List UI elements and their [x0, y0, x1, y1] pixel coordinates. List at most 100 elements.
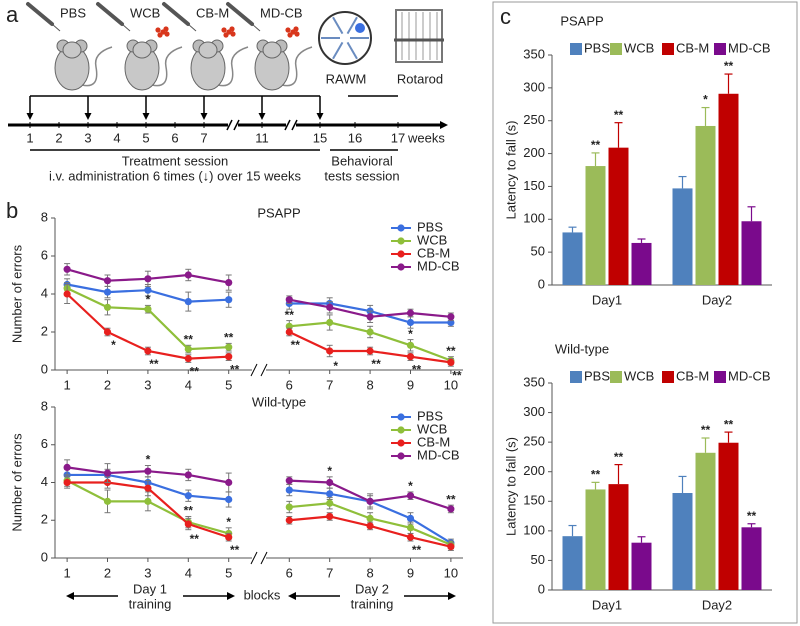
- axis-break: [260, 363, 268, 377]
- data-point: [103, 328, 112, 336]
- cell-dot: [155, 27, 161, 33]
- data-point: [225, 296, 233, 304]
- footer-arrowhead: [448, 592, 456, 600]
- data-point: [144, 305, 152, 313]
- y-tick-label: 350: [523, 374, 545, 389]
- data-point: [63, 478, 71, 487]
- legend-label: CB-M: [676, 40, 709, 55]
- data-point: [63, 290, 71, 298]
- bar: [608, 484, 629, 590]
- significance: **: [412, 363, 422, 377]
- y-tick-label: 300: [523, 404, 545, 419]
- data-point: [184, 298, 192, 306]
- significance: **: [230, 363, 240, 377]
- y-tick-label: 0: [41, 549, 48, 564]
- significance: *: [111, 338, 116, 352]
- footer-arrowhead: [66, 592, 74, 600]
- data-point: [144, 497, 152, 505]
- y-tick-label: 2: [41, 512, 48, 527]
- cell-dot: [285, 27, 291, 33]
- y-tick-label: 8: [41, 209, 48, 224]
- y-tick-label: 250: [523, 434, 545, 449]
- significance: *: [333, 359, 338, 373]
- data-point: [285, 328, 293, 336]
- y-tick-label: 8: [41, 398, 48, 413]
- data-point: [406, 353, 415, 361]
- data-point: [366, 497, 374, 505]
- data-point: [63, 463, 71, 471]
- injection-arrowhead: [26, 113, 34, 120]
- data-point: [406, 533, 415, 541]
- data-point: [447, 543, 455, 551]
- significance: **: [614, 450, 624, 464]
- mouse-head: [132, 41, 152, 59]
- legend-label: PBS: [584, 40, 610, 55]
- data-point: [285, 516, 293, 524]
- y-axis-label: Latency to fall (s): [503, 437, 518, 536]
- timeline-label: 11: [255, 130, 269, 145]
- footer-arrowhead: [288, 592, 296, 600]
- significance: **: [190, 365, 200, 379]
- timeline-label: 6: [171, 130, 178, 145]
- significance: *: [226, 515, 231, 529]
- timeline-label: 3: [84, 130, 91, 145]
- legend-marker: [397, 452, 405, 460]
- y-tick-label: 200: [523, 463, 545, 478]
- significance: **: [701, 423, 711, 437]
- x-tick-label: 8: [366, 565, 373, 580]
- axis-break: [233, 119, 240, 131]
- significance: **: [291, 338, 301, 352]
- data-point: [285, 486, 293, 494]
- cell-dot: [230, 31, 236, 37]
- cell-dot: [163, 26, 169, 32]
- chart-title: Wild-type: [555, 341, 609, 356]
- axis-break: [250, 363, 258, 377]
- significance: **: [446, 492, 456, 506]
- axis-break: [226, 119, 233, 131]
- legend-label: PBS: [584, 368, 610, 383]
- bar: [631, 542, 652, 590]
- y-tick-label: 6: [41, 436, 48, 451]
- treatment-label: WCB: [130, 5, 160, 20]
- significance: *: [408, 327, 413, 341]
- panel-label: b: [6, 198, 18, 223]
- treatment-label: MD-CB: [260, 5, 303, 20]
- significance: **: [747, 509, 757, 523]
- chart-title: Wild-type: [252, 394, 306, 409]
- x-tick-label: 6: [286, 377, 293, 392]
- axis-break: [291, 119, 298, 131]
- significance: **: [724, 59, 734, 73]
- mouse-tail: [281, 46, 313, 87]
- mouse-tail: [151, 46, 183, 87]
- x-tick-label: 4: [185, 565, 192, 580]
- y-axis-label: Number of errors: [9, 244, 24, 343]
- data-point: [144, 347, 152, 355]
- y-tick-label: 6: [41, 247, 48, 262]
- x-tick-label: 7: [326, 377, 333, 392]
- data-point: [184, 492, 192, 500]
- rawm-arm: [346, 16, 358, 35]
- data-point: [326, 318, 334, 327]
- treatment-label: CB-M: [196, 5, 229, 20]
- cell-dot: [221, 27, 227, 33]
- data-point: [447, 505, 455, 513]
- significance: **: [371, 357, 381, 371]
- data-point: [366, 328, 374, 336]
- timeline-label: 17: [391, 130, 405, 145]
- data-point: [447, 313, 455, 321]
- cell-dot: [229, 26, 235, 32]
- legend-marker: [397, 263, 405, 271]
- data-point: [184, 471, 192, 479]
- footer-arrowhead: [227, 592, 235, 600]
- legend-marker: [397, 426, 405, 434]
- data-point: [326, 512, 334, 521]
- rawm-arm: [332, 16, 344, 35]
- legend-label: MD-CB: [728, 40, 771, 55]
- data-point: [225, 353, 233, 361]
- significance: **: [224, 331, 234, 345]
- timeline-label: 4: [113, 130, 120, 145]
- legend-label: MD-CB: [417, 447, 460, 462]
- session-label: tests session: [324, 168, 399, 183]
- data-point: [326, 490, 334, 498]
- legend-swatch: [570, 43, 582, 55]
